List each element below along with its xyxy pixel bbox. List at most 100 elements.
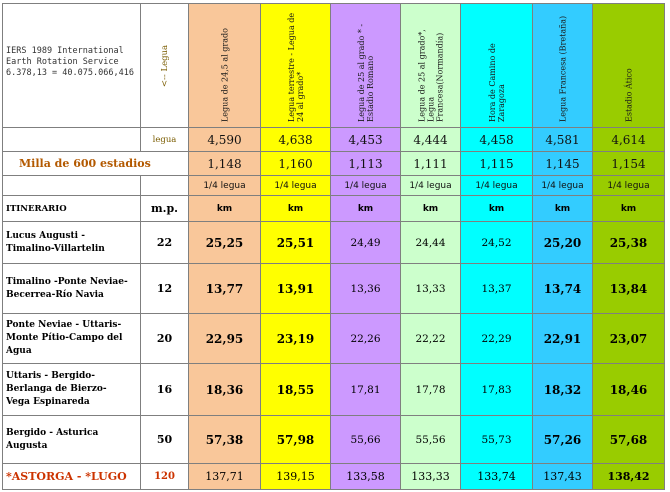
col-header-6: Legua Francesa (Bretaña) <box>532 3 593 128</box>
unit-km: km <box>260 195 331 222</box>
legua-arrow-label: <-- Legua <box>159 44 170 87</box>
distance-value: 23,19 <box>260 313 331 364</box>
distance-value: 17,83 <box>460 363 533 416</box>
fraction-label: 1/4 legua <box>330 175 401 196</box>
distance-value: 22,29 <box>460 313 533 364</box>
legua-value: 4,581 <box>532 127 593 152</box>
milla-value: 1,115 <box>460 151 533 176</box>
unit-km: km <box>330 195 401 222</box>
milla-value: 1,160 <box>260 151 331 176</box>
col-header-1: Legua de 24,5 al grado <box>188 3 261 128</box>
route-name: Lucus Augusti - Timalino-Villartelin <box>2 221 141 264</box>
legua-value: 4,444 <box>400 127 461 152</box>
distance-value: 24,49 <box>330 221 401 264</box>
distance-value: 22,22 <box>400 313 461 364</box>
table-row: Uttaris - Bergido- Berlanga de Bierzo- Veg… <box>2 363 665 416</box>
milla-value: 1,113 <box>330 151 401 176</box>
col-header-2: Legua terrestre - Legua de 24 al grado* <box>260 3 331 128</box>
distance-value: 13,36 <box>330 263 401 314</box>
col-header-5: Hora de Camino de Zaragoza <box>460 3 533 128</box>
legua-value: 4,458 <box>460 127 533 152</box>
milla-label: Milla de 600 estadios <box>2 151 189 176</box>
distance-value: 17,78 <box>400 363 461 416</box>
legua-label: legua <box>140 127 189 152</box>
distance-value: 18,32 <box>532 363 593 416</box>
total-value: 137,43 <box>532 463 593 490</box>
legua-row: legua 4,590 4,638 4,453 4,444 4,458 4,58… <box>2 127 665 152</box>
distance-value: 55,73 <box>460 415 533 464</box>
legua-value: 4,453 <box>330 127 401 152</box>
unit-km: km <box>400 195 461 222</box>
distance-value: 22,91 <box>532 313 593 364</box>
fraction-label: 1/4 legua <box>260 175 331 196</box>
milla-value: 1,148 <box>188 151 261 176</box>
distance-value: 13,91 <box>260 263 331 314</box>
mp-header: m.p. <box>140 195 189 222</box>
distance-value: 13,77 <box>188 263 261 314</box>
total-value: 137,71 <box>188 463 261 490</box>
route-mp: 20 <box>140 313 189 364</box>
route-name: Timalino -Ponte Neviae- Becerrea-Río Navi… <box>2 263 141 314</box>
distance-value: 57,98 <box>260 415 331 464</box>
distance-value: 13,84 <box>592 263 665 314</box>
unit-km: km <box>532 195 593 222</box>
route-mp: 16 <box>140 363 189 416</box>
distance-value: 23,07 <box>592 313 665 364</box>
col-header-4: Legua de 25 al grado*, Legua Francesa(No… <box>400 3 461 128</box>
iers-line-3: 6.378,13 = 40.075.066,416 <box>6 68 134 78</box>
milla-value: 1,145 <box>532 151 593 176</box>
distance-value: 13,33 <box>400 263 461 314</box>
total-value: 133,74 <box>460 463 533 490</box>
fraction-label: 1/4 legua <box>188 175 261 196</box>
legua-arrow-cell: <-- Legua <box>140 3 189 128</box>
distance-value: 24,44 <box>400 221 461 264</box>
total-value: 133,58 <box>330 463 401 490</box>
table-row: Lucus Augusti - Timalino-Villartelin 22 2… <box>2 221 665 264</box>
distance-value: 13,74 <box>532 263 593 314</box>
distance-value: 25,38 <box>592 221 665 264</box>
distance-value: 57,38 <box>188 415 261 464</box>
milla-fraction-row: 1/4 legua 1/4 legua 1/4 legua 1/4 legua … <box>2 175 665 196</box>
distance-value: 22,95 <box>188 313 261 364</box>
distance-value: 18,55 <box>260 363 331 416</box>
unit-km: km <box>188 195 261 222</box>
distance-value: 17,81 <box>330 363 401 416</box>
distance-value: 24,52 <box>460 221 533 264</box>
milla-value: 1,111 <box>400 151 461 176</box>
distance-value: 22,26 <box>330 313 401 364</box>
distance-value: 18,36 <box>188 363 261 416</box>
legua-value: 4,638 <box>260 127 331 152</box>
route-name: Uttaris - Bergido- Berlanga de Bierzo- Veg… <box>2 363 141 416</box>
itinerario-header-row: ITINERARIO m.p. km km km km km km km <box>2 195 665 222</box>
route-mp: 22 <box>140 221 189 264</box>
distance-table: IERS 1989 International Earth Rotation S… <box>2 3 665 490</box>
total-value: 139,15 <box>260 463 331 490</box>
distance-value: 25,20 <box>532 221 593 264</box>
iers-line-2: Earth Rotation Service <box>6 57 119 67</box>
col-header-7: Estadio Ático <box>592 3 665 128</box>
route-mp: 12 <box>140 263 189 314</box>
fraction-label: 1/4 legua <box>592 175 665 196</box>
unit-km: km <box>592 195 665 222</box>
route-name: Bergido - Asturica Augusta <box>2 415 141 464</box>
fraction-label: 1/4 legua <box>400 175 461 196</box>
milla-value: 1,154 <box>592 151 665 176</box>
total-row: *ASTORGA - *LUGO 120 137,71 139,15 133,5… <box>2 463 665 490</box>
distance-value: 25,25 <box>188 221 261 264</box>
milla-row: Milla de 600 estadios 1,148 1,160 1,113 … <box>2 151 665 176</box>
table-row: Timalino -Ponte Neviae- Becerrea-Río Navi… <box>2 263 665 314</box>
table-row: Ponte Neviae - Uttaris- Monte Pítio-Campo… <box>2 313 665 364</box>
unit-km: km <box>460 195 533 222</box>
iers-line-1: IERS 1989 International <box>6 46 124 56</box>
table-row: Bergido - Asturica Augusta 50 57,38 57,98… <box>2 415 665 464</box>
fraction-label: 1/4 legua <box>460 175 533 196</box>
distance-value: 55,56 <box>400 415 461 464</box>
fraction-label: 1/4 legua <box>532 175 593 196</box>
header-row: IERS 1989 International Earth Rotation S… <box>2 3 665 128</box>
total-route-name: *ASTORGA - *LUGO <box>2 463 141 490</box>
iers-note: IERS 1989 International Earth Rotation S… <box>2 3 141 128</box>
distance-value: 57,68 <box>592 415 665 464</box>
distance-value: 55,66 <box>330 415 401 464</box>
route-name: Ponte Neviae - Uttaris- Monte Pítio-Campo… <box>2 313 141 364</box>
